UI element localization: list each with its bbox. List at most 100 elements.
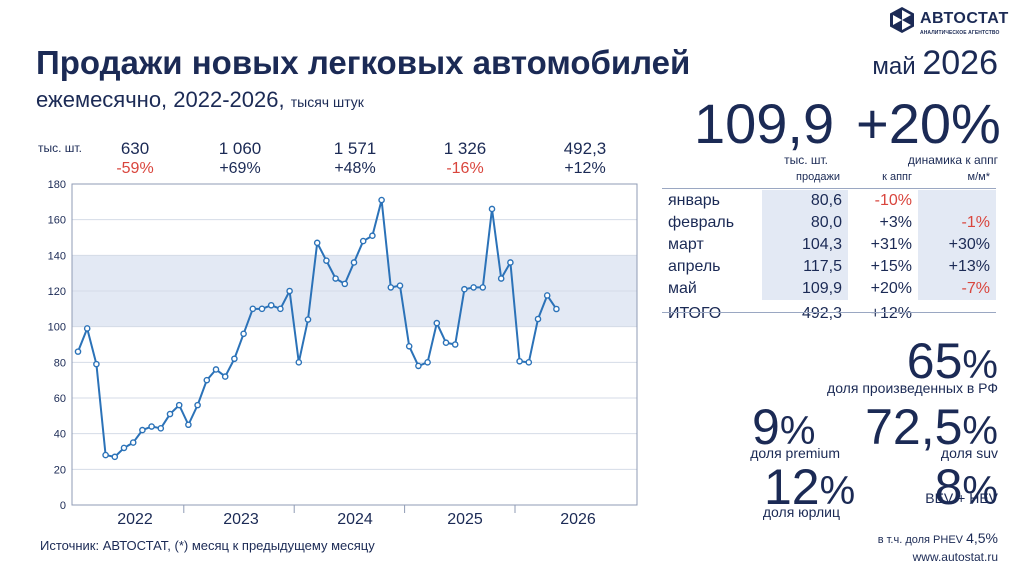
share-ev-value: 8% (934, 459, 998, 515)
data-point (396, 282, 404, 289)
subtitle-text: ежемесячно, 2022-2026, (36, 87, 285, 112)
share-suv-value: 72,5% (865, 399, 998, 455)
row-month: март (668, 236, 704, 253)
year-change-2022: -59% (116, 160, 154, 177)
data-point (516, 357, 523, 365)
data-point (461, 285, 468, 293)
share-ev-caption: BEV + HEV (925, 490, 998, 506)
share-legal-caption: доля юрлиц (762, 504, 840, 520)
headline-growth: +20% (856, 92, 1001, 155)
data-point (378, 196, 385, 204)
row-yoy: +15% (870, 258, 912, 275)
share-premium-value: 9% (752, 399, 816, 455)
data-point (83, 325, 91, 332)
year-change-2025: -16% (446, 160, 484, 177)
data-point (74, 348, 82, 355)
year-change-2026: +12% (564, 160, 606, 177)
table-header-mom: м/м* (967, 171, 990, 183)
data-point (369, 232, 376, 240)
sales-line-chart: 0 20 40 60 80 100 120 140 160 180 2022 2023 2024 2025… (48, 179, 638, 528)
data-point (341, 280, 349, 288)
table-row: апрель 117,5 +15% +13% (662, 256, 996, 278)
data-point (507, 259, 514, 266)
year-total-2026: 492,3 (563, 139, 607, 158)
year-total-2022: 630 (120, 139, 150, 158)
yearly-unit-label: тыс. шт. (38, 141, 82, 155)
year-change-2023: +69% (219, 160, 261, 177)
row-month: май (668, 280, 697, 297)
table-row: февраль 80,0 +3% -1% (662, 212, 996, 234)
share-local-caption: доля произведенных в РФ (827, 380, 998, 396)
row-yoy: -10% (874, 192, 912, 209)
table-top-rule (662, 188, 996, 189)
data-point (286, 287, 293, 295)
headline-sales-caption: продажи (796, 171, 840, 183)
data-point (543, 292, 551, 299)
brand-tagline: АНАЛИТИЧЕСКОЕ АГЕНТСТВО (920, 30, 1000, 36)
data-point (387, 284, 395, 291)
y-tick-label: 160 (48, 215, 66, 227)
brand-logo: АВТОСТАТ АНАЛИТИЧЕСКОЕ АГЕНТСТВО (888, 6, 1018, 40)
data-point (267, 301, 275, 309)
total-yoy: +12% (870, 305, 912, 322)
row-mom: +13% (918, 256, 996, 278)
row-yoy: +31% (870, 236, 912, 253)
data-point (553, 305, 560, 313)
page-subtitle: ежемесячно, 2022-2026, тысяч штук (36, 87, 364, 113)
table-row: январь 80,6 -10% (662, 190, 996, 212)
data-point (442, 339, 450, 347)
row-month: февраль (668, 214, 735, 231)
year-change-2024: +48% (334, 160, 376, 177)
table-header-yoy: к аппг (882, 171, 912, 183)
data-point (424, 359, 431, 366)
row-month: январь (668, 192, 720, 209)
share-suv-caption: доля suv (940, 445, 998, 461)
data-point (350, 259, 358, 266)
total-mom (918, 300, 996, 328)
y-tick-label: 80 (54, 357, 66, 369)
row-sales: 104,3 (762, 234, 848, 256)
monthly-table: январь 80,6 -10% февраль 80,0 +3% -1% март 104,3… (662, 190, 996, 328)
data-point (185, 421, 192, 429)
share-premium-caption: доля premium (750, 445, 840, 461)
data-point (129, 439, 137, 446)
row-sales: 80,0 (762, 212, 848, 234)
data-point (359, 237, 367, 245)
data-point (157, 425, 165, 432)
total-sales: 492,3 (801, 305, 842, 322)
source-note: Источник: АВТОСТАТ, (*) месяц к предыдущ… (40, 538, 375, 553)
table-row: март 104,3 +31% +30% (662, 234, 996, 256)
data-point (479, 284, 487, 291)
data-point (277, 305, 284, 313)
x-tick-label: 2022 (117, 511, 153, 528)
row-mom: -7% (918, 278, 996, 300)
data-point (313, 239, 321, 247)
row-month: апрель (668, 258, 721, 275)
year-total-2025: 1 326 (443, 139, 487, 158)
data-point (139, 426, 146, 434)
data-point (525, 359, 533, 366)
table-total-row: ИТОГО 492,3 +12% (662, 300, 996, 328)
site-url[interactable]: www.autostat.ru (912, 550, 998, 564)
page-title: Продажи новых легковых автомобилей (36, 44, 691, 81)
data-point (93, 360, 100, 368)
data-point (451, 341, 459, 348)
share-phev-caption: в т.ч. доля PHEV (877, 534, 964, 546)
share-phev: в т.ч. доля PHEV 4,5% (878, 530, 998, 546)
row-mom (918, 190, 996, 212)
data-point (175, 401, 183, 409)
plot-frame (71, 183, 638, 506)
data-point (405, 342, 413, 350)
period-label: май 2026 (872, 44, 998, 83)
data-point (231, 355, 238, 363)
sales-series-line (77, 199, 558, 458)
data-point (433, 319, 441, 327)
row-sales: 80,6 (762, 190, 848, 212)
share-local-value: 65% (906, 333, 998, 389)
data-point (221, 373, 229, 380)
x-tick-label: 2026 (560, 511, 596, 528)
data-point (203, 376, 211, 384)
data-point (295, 359, 303, 366)
y-tick-label: 20 (54, 464, 66, 476)
data-point (166, 410, 174, 418)
